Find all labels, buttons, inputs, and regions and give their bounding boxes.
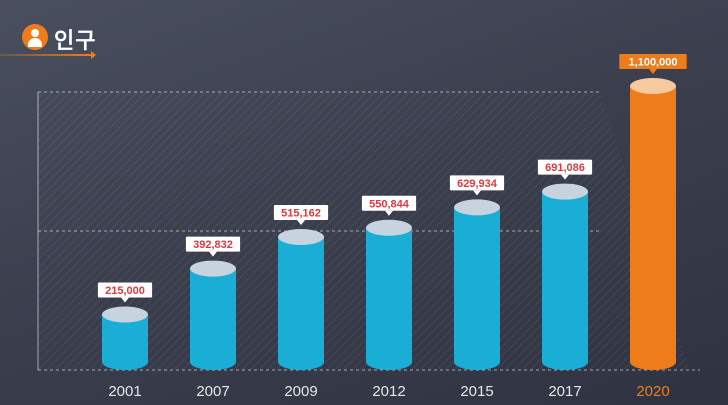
- title-underline: [0, 51, 96, 59]
- value-label: 550,844: [369, 198, 410, 210]
- x-tick-label: 2009: [284, 383, 317, 400]
- bar-2001: [102, 314, 148, 370]
- value-label: 515,162: [281, 207, 321, 219]
- x-tick-label: 2001: [108, 383, 141, 400]
- value-label-pointer: [561, 174, 569, 180]
- value-label: 629,934: [457, 178, 498, 190]
- value-label: 392,832: [193, 239, 233, 251]
- x-tick-label: 2015: [460, 383, 493, 400]
- bar-top-2017: [542, 183, 588, 200]
- section-title: 인구: [54, 29, 97, 54]
- x-tick-label: 2020: [636, 383, 669, 400]
- value-label-pointer: [209, 251, 217, 257]
- value-label-box: [185, 236, 241, 252]
- value-label-pointer: [297, 219, 305, 225]
- value-label-pointer: [473, 190, 481, 196]
- value-label-box: [537, 159, 593, 175]
- person-icon: [22, 24, 48, 50]
- bar-top-2009: [278, 228, 324, 245]
- value-label: 215,000: [105, 285, 145, 297]
- bar-2007: [190, 268, 236, 370]
- bar-2015: [454, 207, 500, 370]
- value-label-box: [619, 54, 687, 69]
- value-label-box: [449, 175, 505, 191]
- bar-2020: [630, 86, 676, 370]
- bar-top-2007: [190, 260, 236, 277]
- value-label-pointer: [385, 210, 393, 216]
- bar-top-2001: [102, 306, 148, 323]
- value-label-box: [361, 195, 417, 211]
- x-tick-label: 2007: [196, 383, 229, 400]
- bar-2009: [278, 236, 324, 370]
- value-label-pointer: [121, 297, 129, 303]
- value-label-box: [273, 204, 329, 220]
- bar-top-2012: [366, 219, 412, 236]
- x-tick-label: 2017: [548, 383, 581, 400]
- value-label-box: [97, 282, 153, 298]
- bar-top-2015: [454, 199, 500, 216]
- bar-top-2020: [630, 78, 676, 94]
- bar-2012: [366, 227, 412, 370]
- x-tick-label: 2012: [372, 383, 405, 400]
- section-header: 인구: [0, 20, 110, 60]
- value-label: 691,086: [545, 162, 585, 174]
- bar-2017: [542, 191, 588, 370]
- value-label: 1,100,000: [629, 57, 678, 69]
- value-label-pointer: [649, 69, 657, 74]
